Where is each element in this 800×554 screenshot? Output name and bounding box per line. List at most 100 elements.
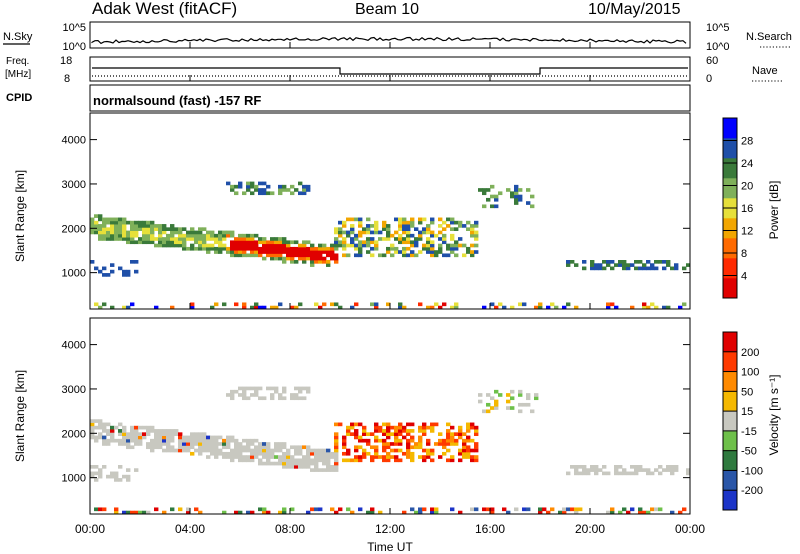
power-cell (142, 237, 147, 241)
power-cell (242, 246, 247, 251)
power-cell (134, 269, 139, 274)
power-cell (346, 217, 351, 222)
power-cell (130, 230, 135, 235)
velocity-cell (186, 435, 191, 440)
power-cell (278, 188, 283, 192)
velocity-cell (434, 442, 439, 446)
power-cell (606, 305, 611, 310)
power-cell (326, 246, 331, 251)
colorbar-tick-label: 8 (741, 248, 747, 260)
power-cell (178, 240, 183, 245)
velocity-cell (318, 468, 323, 472)
velocity-cell (538, 507, 543, 512)
power-cell (114, 220, 119, 225)
velocity-cell (266, 451, 271, 456)
velocity-cell (190, 445, 195, 450)
power-cell (114, 233, 119, 238)
velocity-cell (166, 448, 171, 453)
velocity-cell (574, 471, 579, 476)
power-cell (98, 224, 103, 228)
velocity-cell (298, 445, 303, 450)
velocity-cell (230, 448, 235, 453)
power-cell (158, 224, 163, 228)
velocity-cell (246, 448, 251, 453)
colorbar-swatch (723, 158, 737, 179)
power-cell (266, 253, 271, 258)
power-cell (238, 181, 243, 186)
velocity-cell (90, 474, 95, 479)
power-cell (554, 305, 559, 310)
power-cell (242, 243, 247, 248)
power-cell (242, 302, 247, 307)
power-cell (190, 230, 195, 235)
power-cell (358, 230, 363, 235)
power-cell (374, 227, 379, 231)
date-title: 10/May/2015 (588, 1, 681, 18)
velocity-cell (458, 435, 463, 440)
nsearch-label: N.Search (746, 31, 792, 43)
velocity-cell (334, 510, 339, 515)
power-cell (186, 233, 191, 238)
velocity-cell (438, 455, 443, 459)
velocity-cell (114, 425, 119, 430)
power-cell (106, 237, 111, 241)
power-cell (286, 240, 291, 245)
power-cell (398, 224, 403, 228)
velocity-cell (274, 445, 279, 450)
velocity-cell (206, 448, 211, 453)
power-cell (202, 243, 207, 248)
velocity-cell (398, 448, 403, 453)
velocity-cell (422, 432, 427, 436)
power-cell (214, 240, 219, 245)
power-cell (226, 230, 231, 235)
power-cell (526, 201, 531, 205)
velocity-cell (474, 458, 479, 463)
power-cell (130, 302, 135, 307)
velocity-cell (518, 393, 523, 397)
velocity-cell (178, 445, 183, 450)
velocity-cell (286, 451, 291, 456)
velocity-cell (130, 425, 135, 430)
power-cell (110, 217, 115, 222)
velocity-cell (310, 461, 315, 466)
velocity-cell (526, 507, 531, 512)
velocity-cell (406, 451, 411, 456)
velocity-cell (410, 435, 415, 440)
power-cell (266, 246, 271, 251)
power-cell (518, 188, 523, 192)
power-cell (350, 227, 355, 231)
velocity-cell (198, 438, 203, 443)
velocity-cell (394, 438, 399, 443)
velocity-cell (146, 432, 151, 436)
power-cell (146, 230, 151, 235)
power-cell (354, 243, 359, 248)
velocity-cell (354, 435, 359, 440)
velocity-cell (286, 458, 291, 463)
velocity-cell (646, 510, 651, 515)
velocity-cell (602, 471, 607, 476)
velocity-cell (442, 442, 447, 446)
velocity-cell (434, 507, 439, 512)
power-cell (302, 253, 307, 258)
velocity-cell (686, 468, 691, 472)
power-cell (134, 260, 139, 264)
velocity-cell (266, 386, 271, 391)
power-cell (438, 305, 443, 310)
velocity-cell (126, 478, 131, 482)
velocity-cell (102, 442, 107, 446)
power-cell (414, 243, 419, 248)
power-cell (294, 250, 299, 254)
velocity-cell (382, 432, 387, 436)
power-cell (598, 266, 603, 271)
velocity-cell (678, 510, 683, 515)
velocity-cell (418, 455, 423, 459)
velocity-cell (310, 468, 315, 472)
power-cell (194, 240, 199, 245)
power-cell (442, 220, 447, 225)
velocity-cell (334, 458, 339, 463)
velocity-cell (162, 438, 167, 443)
velocity-cell (430, 507, 435, 512)
power-cell (450, 233, 455, 238)
power-cell (550, 302, 555, 307)
power-cell (322, 302, 327, 307)
